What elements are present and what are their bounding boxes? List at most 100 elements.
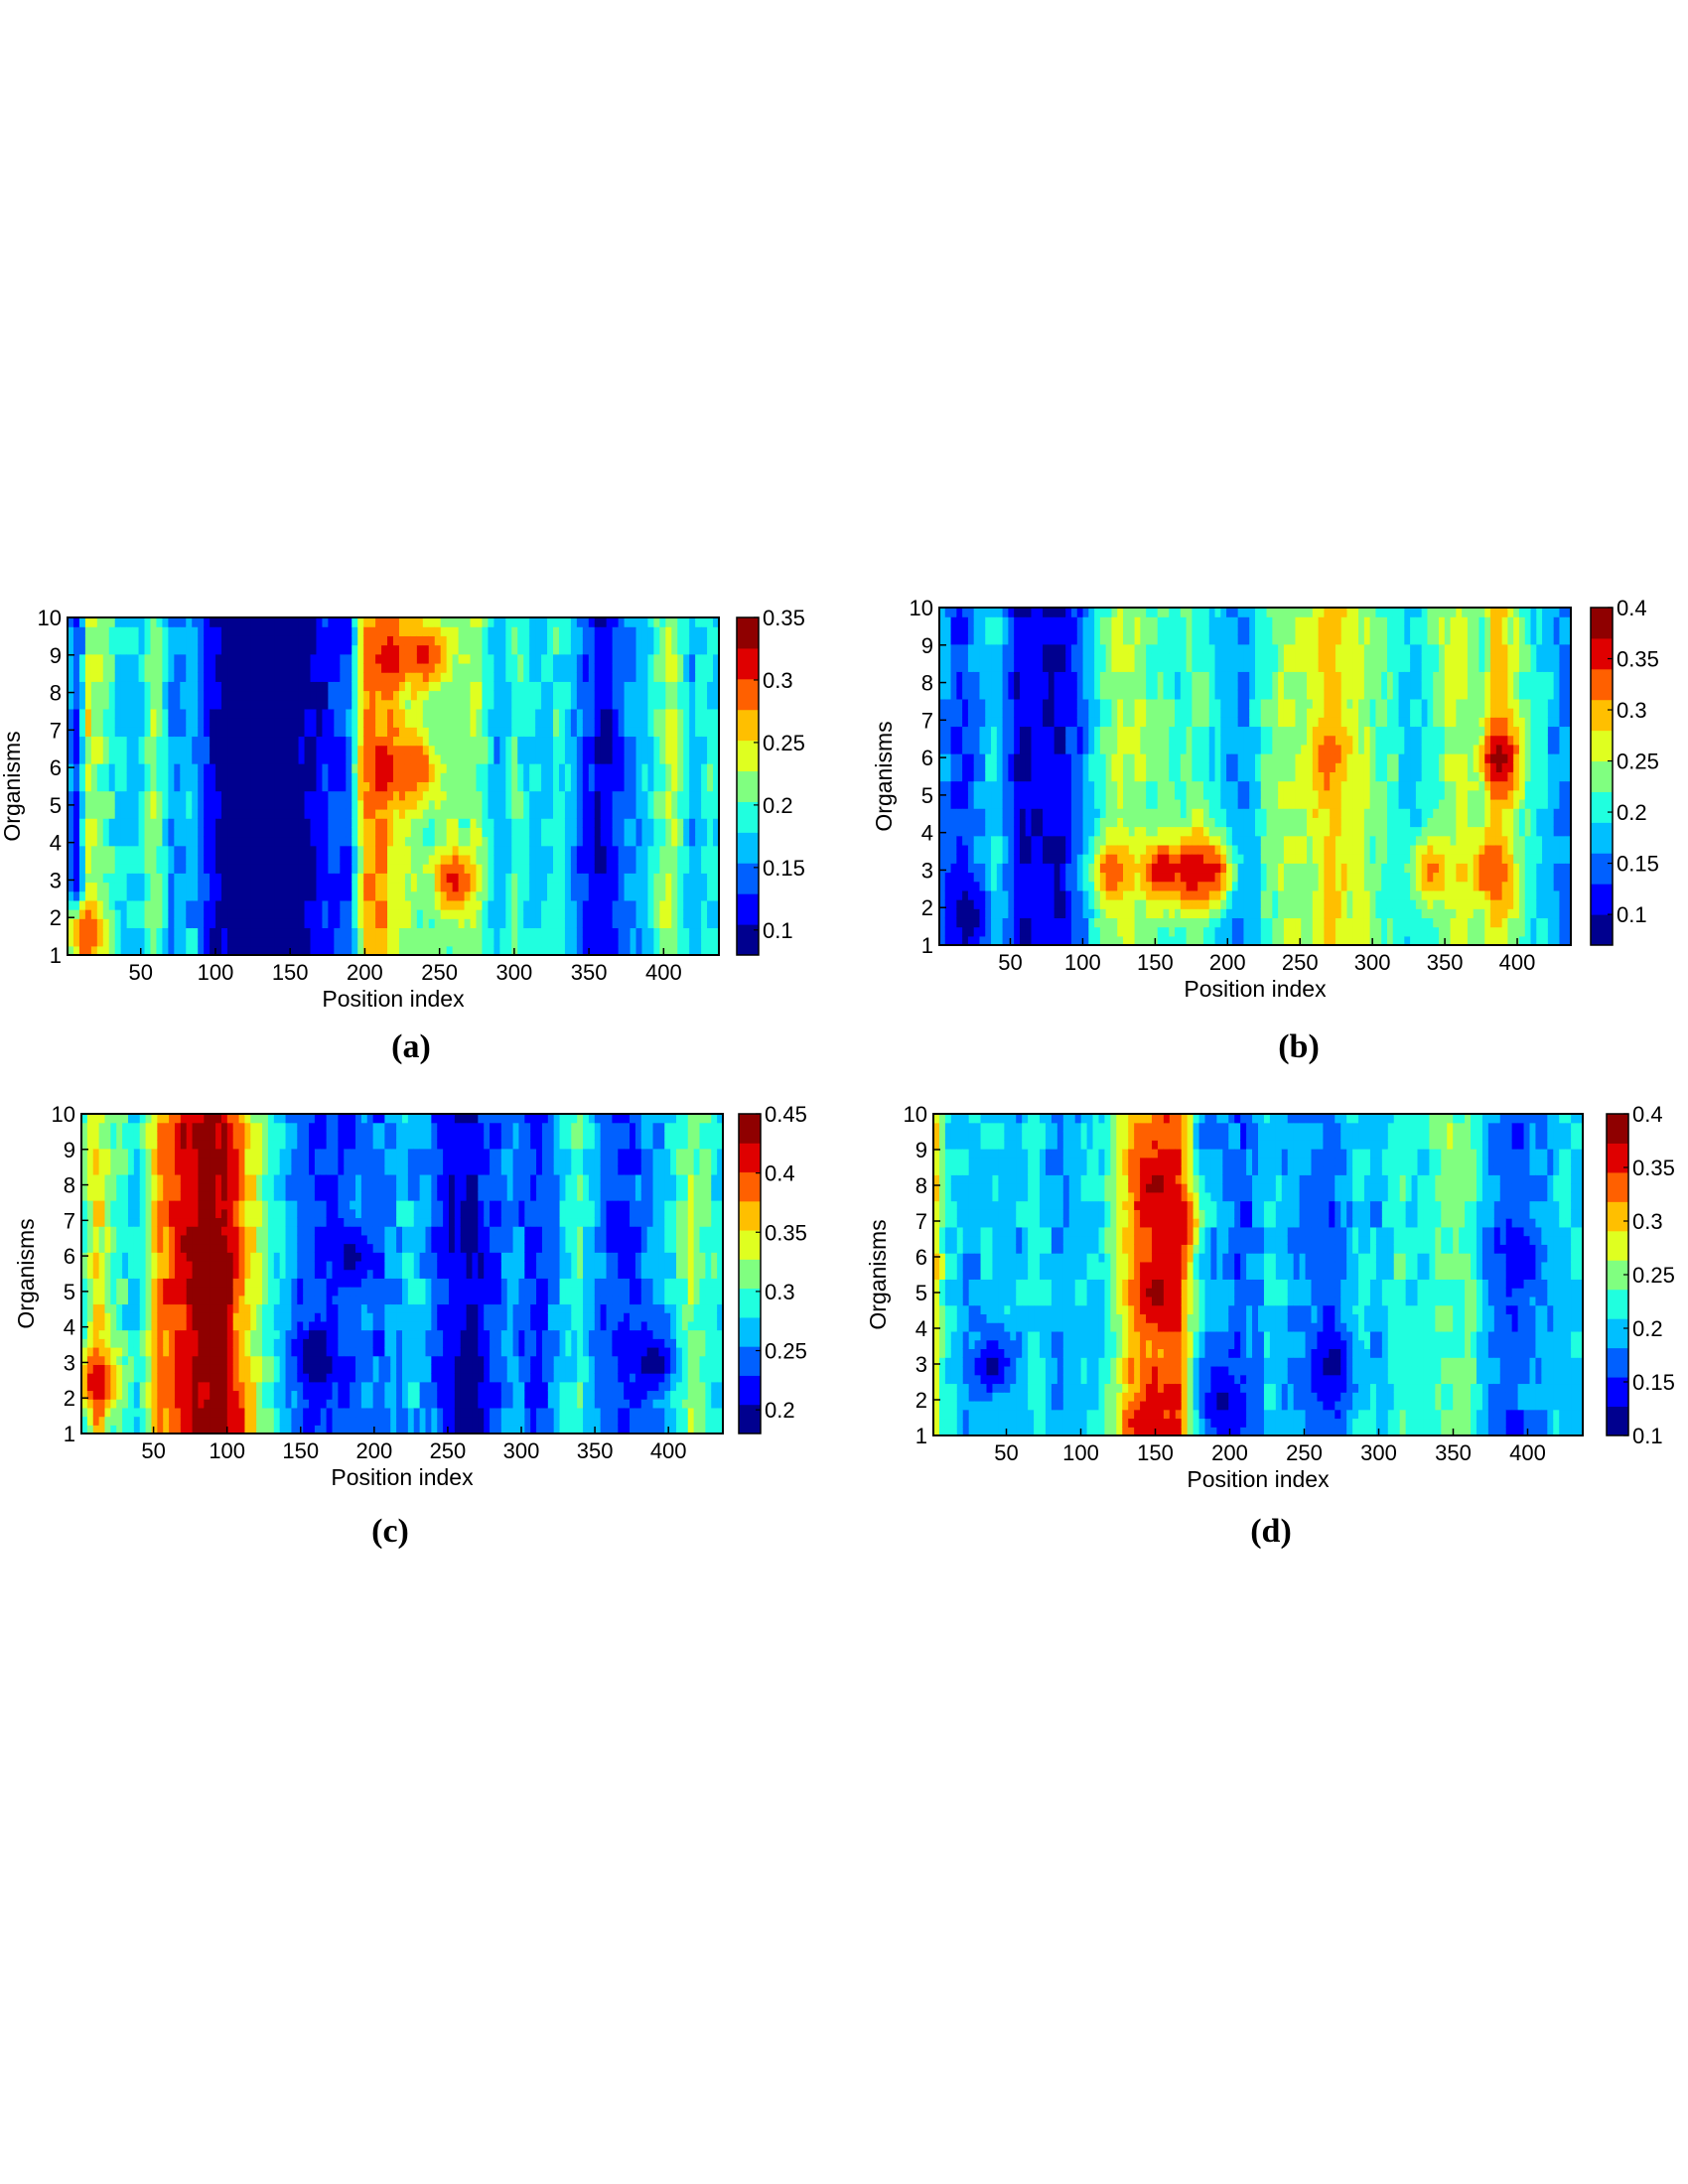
heatmap-cell xyxy=(1043,926,1050,937)
heatmap-cell xyxy=(547,727,554,738)
heatmap-cell xyxy=(939,889,946,900)
heatmap-cell xyxy=(410,882,418,892)
heatmap-cell xyxy=(612,945,620,956)
heatmap-cell xyxy=(422,635,430,646)
heatmap-cell xyxy=(227,617,234,627)
heatmap-cell xyxy=(114,626,122,636)
heatmap-cell xyxy=(238,672,246,682)
heatmap-cell xyxy=(600,635,608,646)
heatmap-cell xyxy=(488,790,494,801)
heatmap-cell xyxy=(529,718,536,728)
heatmap-cell xyxy=(346,718,352,728)
heatmap-cell xyxy=(606,753,614,764)
heatmap-cell xyxy=(138,662,146,673)
heatmap-cell xyxy=(215,718,222,728)
heatmap-cell xyxy=(1065,881,1072,891)
heatmap-cell xyxy=(316,909,324,919)
heatmap-cell xyxy=(90,909,98,919)
heatmap-cell xyxy=(985,935,992,946)
heatmap-cell xyxy=(238,718,246,728)
heatmap-cell xyxy=(96,727,104,738)
y-tick-label: 1 xyxy=(50,943,62,968)
heatmap-cell xyxy=(328,890,335,901)
heatmap-cell xyxy=(458,845,466,856)
heatmap-cell xyxy=(410,909,418,919)
heatmap-cell xyxy=(268,635,276,646)
heatmap-cell xyxy=(695,873,702,884)
heatmap-cell xyxy=(576,626,584,636)
heatmap-cell xyxy=(186,745,193,755)
heatmap-cell xyxy=(78,790,86,801)
heatmap-cell xyxy=(1019,753,1027,763)
heatmap-cell xyxy=(635,727,643,738)
colorbar-frame xyxy=(736,616,760,956)
heatmap-cell xyxy=(570,662,578,673)
heatmap-cell xyxy=(541,626,548,636)
heatmap-cell xyxy=(440,699,448,710)
heatmap-cell xyxy=(156,882,164,892)
heatmap-cell xyxy=(618,772,626,783)
heatmap-cell xyxy=(186,690,193,701)
heatmap-cell xyxy=(162,918,169,929)
heatmap-cell xyxy=(600,681,608,692)
heatmap-cell xyxy=(90,899,98,910)
heatmap-cell xyxy=(280,644,288,655)
heatmap-cell xyxy=(126,699,134,710)
heatmap-cell xyxy=(84,736,92,747)
heatmap-cell xyxy=(120,790,128,801)
heatmap-cell xyxy=(1037,771,1044,782)
heatmap-cell xyxy=(641,781,649,792)
heatmap-cell xyxy=(286,662,294,673)
heatmap-cell xyxy=(547,763,554,773)
heatmap-cell xyxy=(1048,753,1055,763)
heatmap-cell xyxy=(393,918,400,929)
heatmap-cell xyxy=(713,727,720,738)
heatmap-cell xyxy=(1025,817,1033,828)
heatmap-cell xyxy=(440,662,448,673)
heatmap-cell xyxy=(665,626,672,636)
heatmap-cell xyxy=(102,727,110,738)
heatmap-cell xyxy=(659,708,666,719)
heatmap-cell xyxy=(238,864,246,874)
heatmap-cell xyxy=(428,617,436,627)
heatmap-cell xyxy=(558,781,566,792)
heatmap-cell xyxy=(630,945,637,956)
heatmap-cell xyxy=(576,918,584,929)
heatmap-cell xyxy=(996,881,1004,891)
heatmap-cell xyxy=(232,644,240,655)
heatmap-cell xyxy=(310,818,318,828)
heatmap-cell xyxy=(1037,789,1044,800)
heatmap-cell xyxy=(250,882,258,892)
heatmap-cell xyxy=(84,936,92,947)
heatmap-cell xyxy=(144,845,152,856)
heatmap-cell xyxy=(488,799,494,810)
heatmap-cell xyxy=(523,854,530,865)
heatmap-cell xyxy=(523,945,530,956)
heatmap-cell xyxy=(221,653,228,664)
heatmap-cell xyxy=(108,818,116,828)
heatmap-cell xyxy=(1059,634,1066,645)
heatmap-cell xyxy=(316,753,324,764)
heatmap-cell xyxy=(541,772,548,783)
heatmap-cell xyxy=(1037,762,1044,773)
heatmap-cell xyxy=(535,727,542,738)
heatmap-cell xyxy=(238,626,246,636)
heatmap-cell xyxy=(547,753,554,764)
heatmap-cell xyxy=(985,798,992,809)
heatmap-cell xyxy=(132,727,140,738)
heatmap-cell xyxy=(517,918,524,929)
heatmap-cell xyxy=(132,899,140,910)
heatmap-cell xyxy=(244,890,252,901)
heatmap-cell xyxy=(979,771,986,782)
heatmap-cell xyxy=(316,808,324,819)
heatmap-cell xyxy=(416,672,424,682)
heatmap-cell xyxy=(689,845,696,856)
heatmap-cell xyxy=(689,918,696,929)
heatmap-cell xyxy=(635,818,643,828)
heatmap-cell xyxy=(464,736,472,747)
heatmap-cell xyxy=(505,781,512,792)
heatmap-cell xyxy=(304,845,312,856)
heatmap-cell xyxy=(1065,608,1072,617)
heatmap-cell xyxy=(535,672,542,682)
heatmap-cell xyxy=(1008,634,1015,645)
